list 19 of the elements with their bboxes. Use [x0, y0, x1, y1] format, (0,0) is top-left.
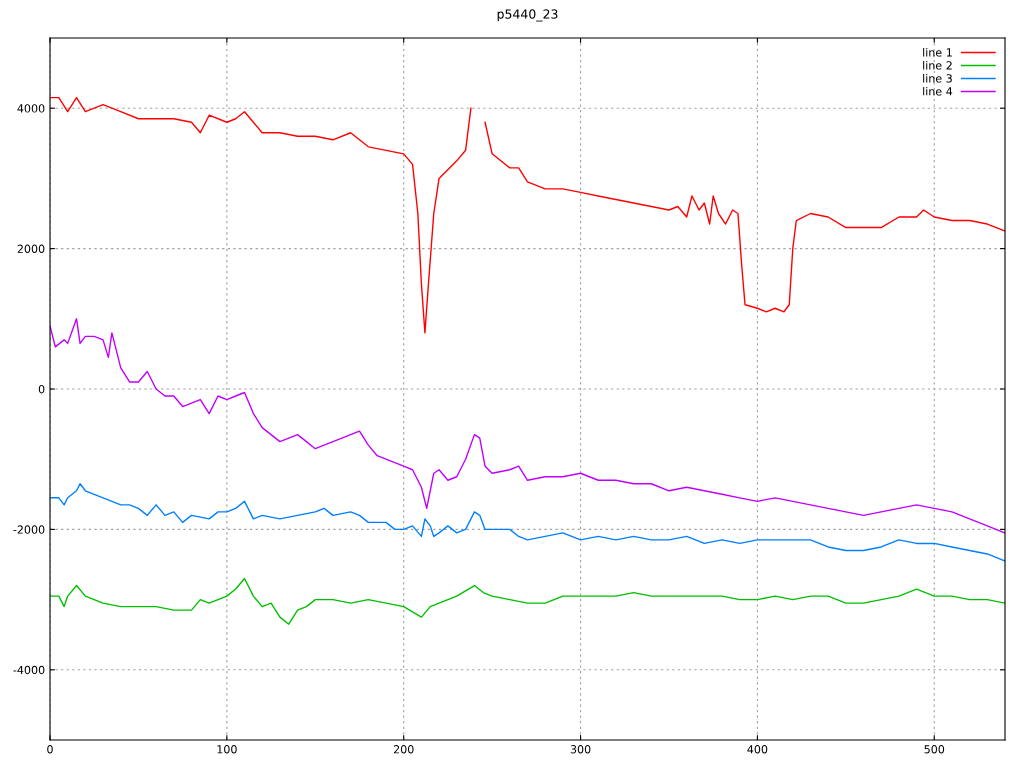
line-series [50, 577, 1005, 625]
legend-label: line 3 [923, 73, 952, 83]
chart-title: p5440_23 [497, 9, 558, 22]
y-tick-label: 2000 [17, 244, 45, 253]
line-series [50, 318, 1005, 534]
y-tick-label: 0 [38, 384, 45, 394]
x-tick-label: 100 [217, 745, 237, 754]
x-tick-label: 200 [393, 745, 414, 754]
legend-label: line 2 [923, 60, 952, 70]
x-tick-label: 300 [570, 745, 591, 754]
x-tick-label: 500 [924, 745, 945, 754]
line-series [50, 483, 1005, 562]
legend-label: line 1 [923, 48, 952, 57]
y-tick-label: -4000 [13, 665, 45, 675]
y-tick-label: -2000 [13, 525, 45, 534]
y-tick-label: 4000 [17, 104, 45, 113]
legend-label: line 4 [923, 86, 953, 96]
x-tick-label: 0 [47, 745, 53, 754]
x-tick-label: 400 [747, 745, 768, 754]
